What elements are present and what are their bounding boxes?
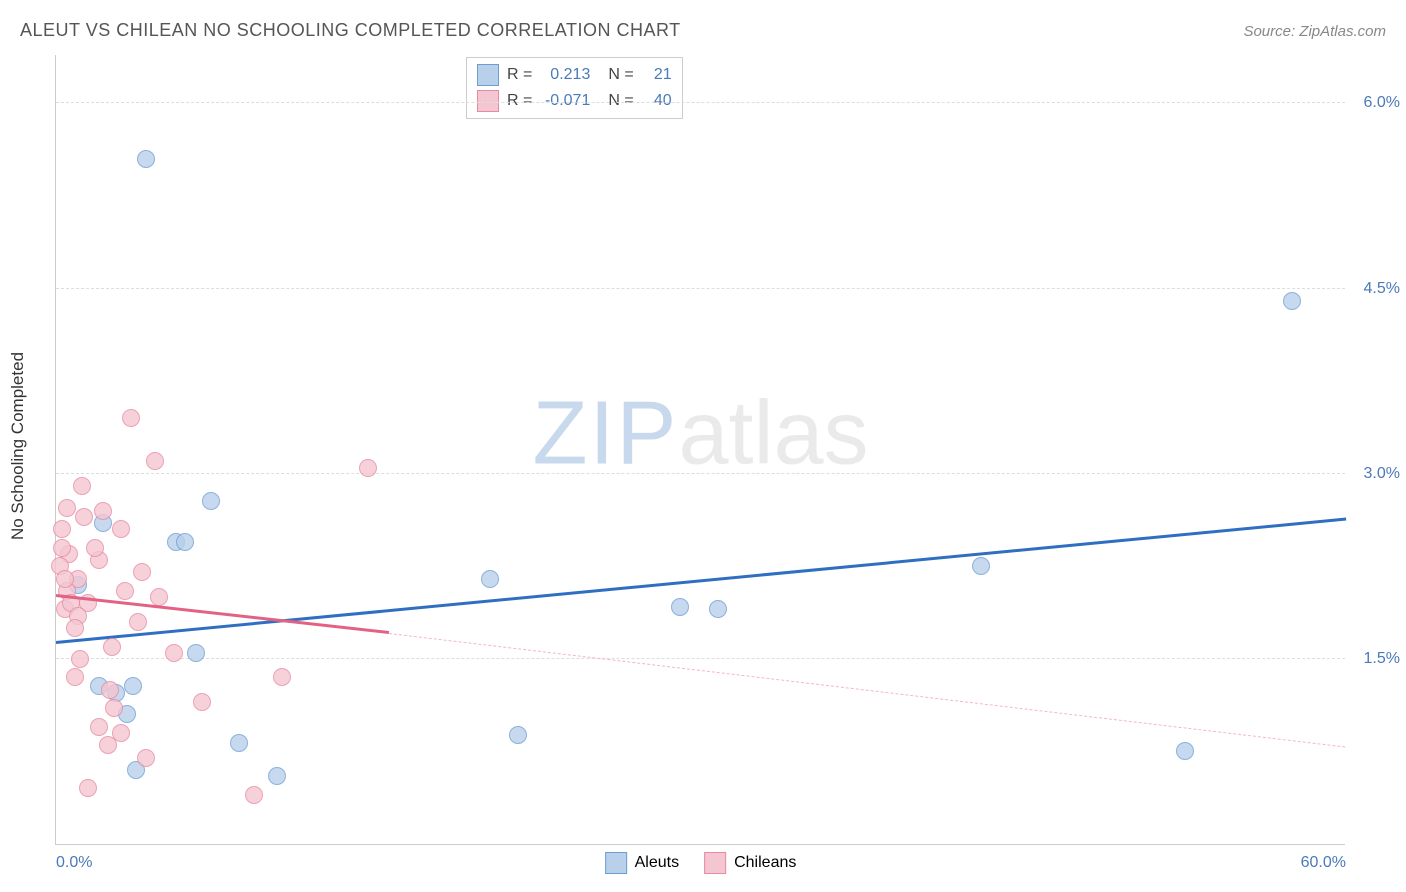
gridline <box>56 102 1345 103</box>
y-tick-label: 6.0% <box>1350 94 1400 112</box>
data-point <box>122 409 140 427</box>
data-point <box>94 502 112 520</box>
data-point <box>66 619 84 637</box>
chart-title: ALEUT VS CHILEAN NO SCHOOLING COMPLETED … <box>20 20 681 41</box>
data-point <box>99 736 117 754</box>
source-credit: Source: ZipAtlas.com <box>1243 23 1386 40</box>
data-point <box>73 477 91 495</box>
data-point <box>105 699 123 717</box>
data-point <box>53 520 71 538</box>
n-value: 40 <box>642 92 672 110</box>
watermark-atlas: atlas <box>678 383 868 483</box>
data-point <box>124 677 142 695</box>
data-point <box>146 452 164 470</box>
n-value: 21 <box>642 66 672 84</box>
data-point <box>1176 742 1194 760</box>
trend-line <box>56 518 1346 644</box>
data-point <box>116 582 134 600</box>
gridline <box>56 288 1345 289</box>
legend-swatch <box>477 90 499 112</box>
legend-swatch <box>477 64 499 86</box>
gridline <box>56 658 1345 659</box>
data-point <box>79 779 97 797</box>
data-point <box>709 600 727 618</box>
gridline <box>56 473 1345 474</box>
data-point <box>268 767 286 785</box>
scatter-chart: ZIPatlas R =0.213N =21R =-0.071N =40 Ale… <box>55 55 1345 845</box>
data-point <box>245 786 263 804</box>
legend-item: Chileans <box>704 852 796 874</box>
data-point <box>129 613 147 631</box>
r-value: -0.071 <box>540 92 590 110</box>
legend-label: Aleuts <box>635 854 679 872</box>
watermark: ZIPatlas <box>532 382 868 485</box>
data-point <box>481 570 499 588</box>
data-point <box>137 150 155 168</box>
trend-line <box>389 633 1346 748</box>
legend-item: Aleuts <box>605 852 679 874</box>
data-point <box>1283 292 1301 310</box>
data-point <box>150 588 168 606</box>
y-tick-label: 1.5% <box>1350 650 1400 668</box>
data-point <box>90 718 108 736</box>
data-point <box>176 533 194 551</box>
watermark-zip: ZIP <box>532 383 678 483</box>
legend-label: Chileans <box>734 854 796 872</box>
r-value: 0.213 <box>540 66 590 84</box>
data-point <box>56 570 74 588</box>
data-point <box>133 563 151 581</box>
legend-swatch <box>605 852 627 874</box>
data-point <box>58 499 76 517</box>
data-point <box>671 598 689 616</box>
data-point <box>165 644 183 662</box>
series-legend: Aleuts Chileans <box>605 852 797 874</box>
data-point <box>187 644 205 662</box>
legend-row: R = -0.071 N = 40 <box>477 88 672 114</box>
y-axis-label: No Schooling Completed <box>8 352 28 540</box>
data-point <box>509 726 527 744</box>
data-point <box>71 650 89 668</box>
r-label: R = <box>507 92 532 110</box>
data-point <box>103 638 121 656</box>
data-point <box>202 492 220 510</box>
data-point <box>972 557 990 575</box>
data-point <box>66 668 84 686</box>
r-label: R = <box>507 66 532 84</box>
x-tick-label: 0.0% <box>56 854 92 872</box>
data-point <box>53 539 71 557</box>
y-tick-label: 3.0% <box>1350 465 1400 483</box>
legend-row: R = 0.213 N = 21 <box>477 62 672 88</box>
data-point <box>86 539 104 557</box>
x-tick-label: 60.0% <box>1301 854 1346 872</box>
legend-swatch <box>704 852 726 874</box>
data-point <box>230 734 248 752</box>
data-point <box>101 681 119 699</box>
n-label: N = <box>608 66 633 84</box>
data-point <box>359 459 377 477</box>
data-point <box>75 508 93 526</box>
n-label: N = <box>608 92 633 110</box>
data-point <box>273 668 291 686</box>
data-point <box>112 520 130 538</box>
data-point <box>137 749 155 767</box>
correlation-legend: R = 0.213 N = 21 R = -0.071 N = 40 <box>466 57 683 119</box>
data-point <box>193 693 211 711</box>
y-tick-label: 4.5% <box>1350 280 1400 298</box>
